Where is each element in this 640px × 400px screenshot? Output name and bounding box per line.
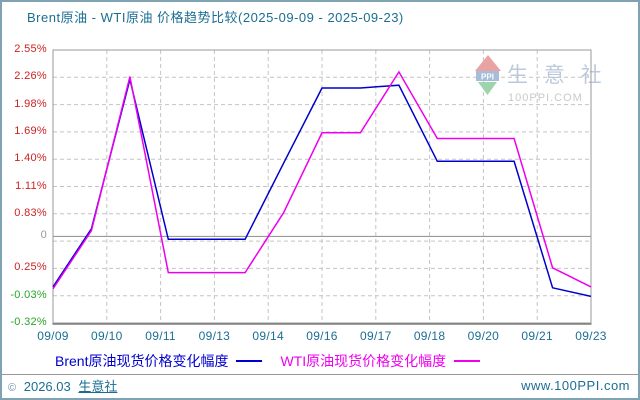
y-tick-label: 0.25% (14, 261, 47, 274)
y-tick-label: -0.03% (10, 288, 47, 301)
watermark-domain-text: 100PPI.COM (508, 92, 583, 104)
watermark-logo-base (478, 82, 497, 95)
legend-label-brent: Brent原油现货价格变化幅度 (55, 353, 229, 369)
brent-series-line (52, 79, 592, 298)
legend-label-wti: WTI原油现货价格变化幅度 (280, 353, 447, 369)
watermark-brand-text: 生 意 社 (507, 64, 607, 87)
plot-border (52, 49, 592, 324)
x-tick-label: 09/20 (467, 329, 500, 343)
wti-series-line (52, 70, 592, 290)
y-tick-label: 1.11% (15, 179, 47, 192)
legend-line-wti (454, 360, 481, 362)
y-tick-label: 0.83% (14, 206, 47, 219)
copyright-symbol: © (8, 382, 17, 394)
x-tick-label: 09/09 (37, 329, 69, 343)
footer-copyright: © 2026.03 生意社 (8, 376, 121, 395)
y-tick-label: 2.26% (14, 70, 47, 83)
footer-brand-link[interactable]: 生意社 (78, 379, 118, 394)
y-tick-label: 1.40% (14, 152, 47, 165)
x-tick-label: 09/11 (145, 329, 176, 343)
x-tick-label: 09/17 (360, 329, 392, 343)
x-tick-label: 09/13 (198, 329, 231, 343)
copyright-date: 2026.03 (23, 379, 71, 394)
chart-title: Brent原油 - WTI原油 价格趋势比较(2025-09-09 - 2025… (27, 10, 404, 25)
y-tick-label: -0.32% (10, 316, 47, 328)
x-tick-label: 09/16 (306, 329, 338, 343)
watermark-logo-box (476, 71, 499, 81)
footer-bar: © 2026.03 生意社 www.100PPI.com (0, 374, 640, 398)
watermark-logo-text: PPI (481, 73, 494, 82)
watermark-logo-roof (475, 55, 501, 71)
x-tick-label: 09/23 (575, 329, 607, 343)
y-tick-label: 1.69% (14, 124, 47, 137)
x-tick-label: 09/10 (91, 329, 123, 343)
x-tick-label: 09/21 (521, 329, 553, 343)
chart-legend: Brent原油现货价格变化幅度 WTI原油现货价格变化幅度 (55, 351, 498, 371)
footer-website-link[interactable]: www.100PPI.com (521, 378, 630, 393)
x-tick-label: 09/14 (252, 329, 284, 343)
y-tick-label: 2.55% (14, 43, 47, 55)
x-tick-label: 09/18 (413, 329, 446, 343)
y-tick-label: 0 (40, 229, 47, 242)
y-tick-label: 1.98% (14, 97, 47, 110)
legend-line-brent (236, 360, 263, 362)
